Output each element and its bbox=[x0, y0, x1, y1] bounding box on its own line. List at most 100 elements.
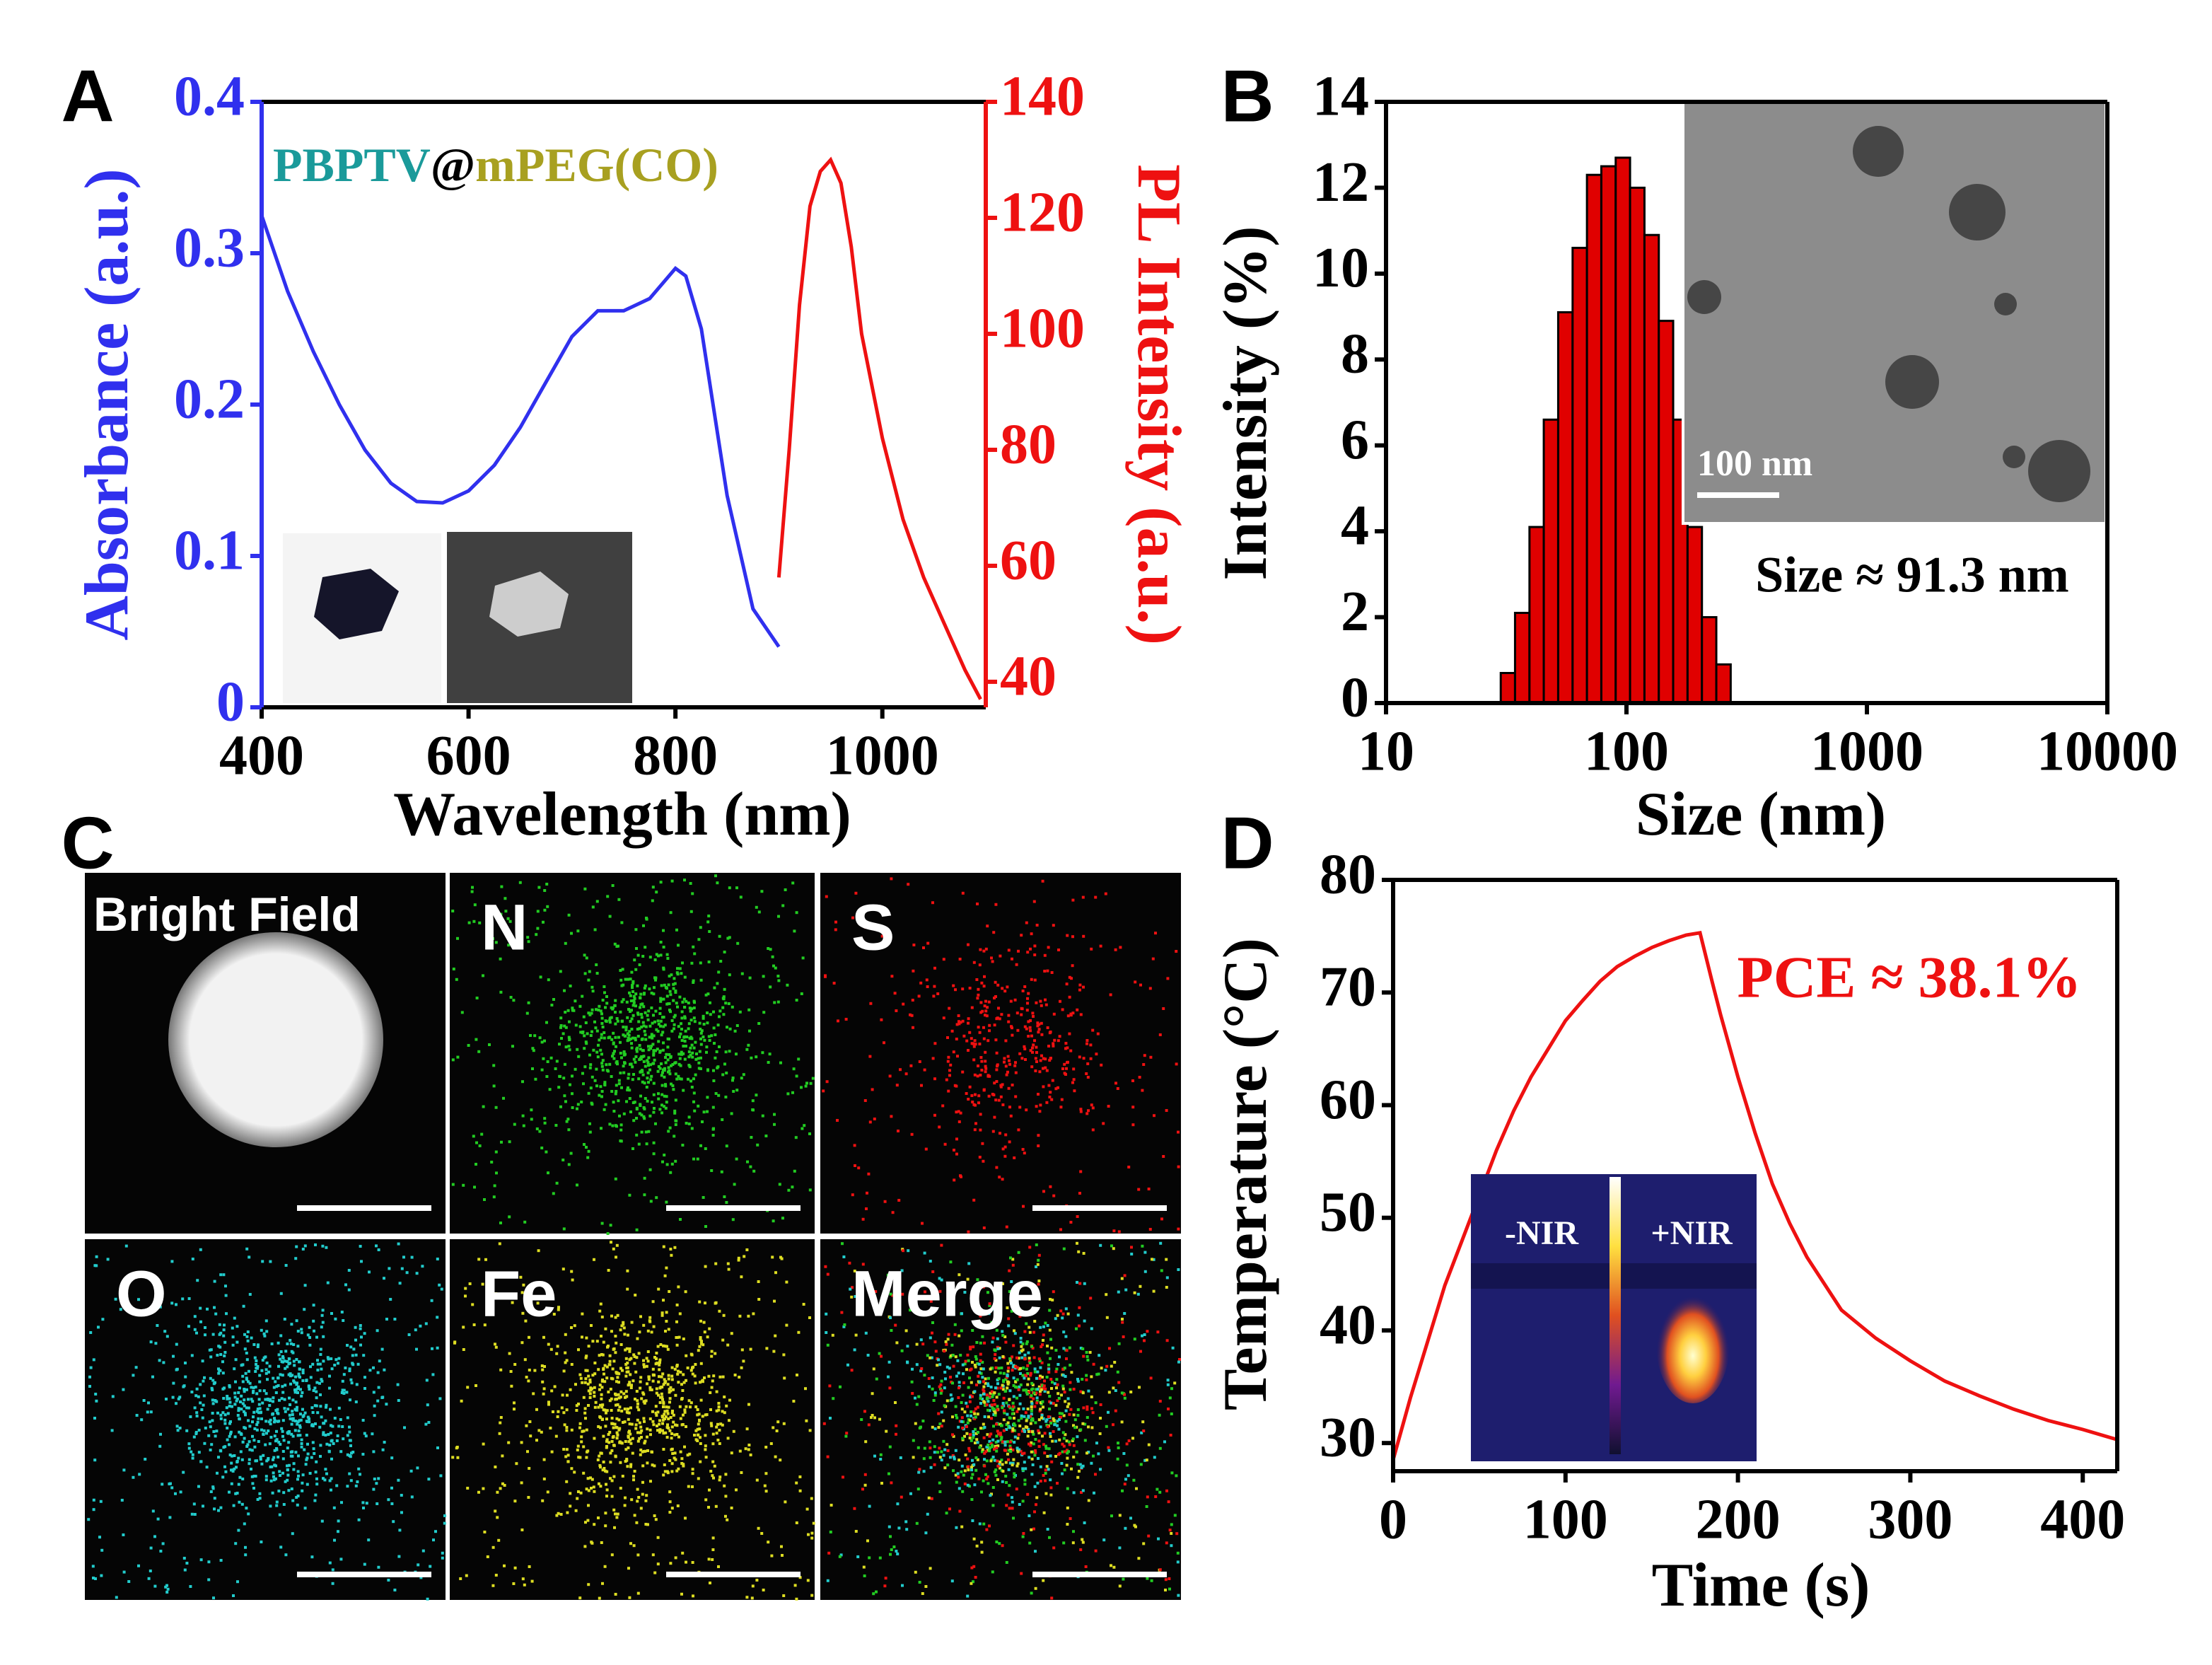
map-dot bbox=[961, 1393, 965, 1397]
panel-label: B bbox=[1221, 55, 1274, 137]
map-dot bbox=[97, 1325, 100, 1329]
map-dot bbox=[1056, 1086, 1059, 1089]
map-dot bbox=[1061, 1450, 1064, 1454]
map-dot bbox=[1032, 1330, 1035, 1334]
map-dot bbox=[938, 1125, 941, 1129]
map-dot bbox=[1127, 1474, 1130, 1478]
map-dot bbox=[698, 1021, 702, 1025]
map-dot bbox=[1015, 1464, 1019, 1468]
map-dot bbox=[255, 1363, 257, 1366]
map-dot bbox=[679, 1064, 682, 1067]
map-dot bbox=[735, 1024, 739, 1027]
map-dot bbox=[570, 1326, 573, 1329]
map-dot bbox=[611, 1367, 615, 1371]
map-dot bbox=[946, 1036, 949, 1039]
map-dot bbox=[334, 1358, 338, 1362]
map-dot bbox=[709, 1422, 713, 1425]
map-dot bbox=[698, 1427, 702, 1431]
map-dot bbox=[1087, 1499, 1090, 1502]
map-dot bbox=[203, 1441, 206, 1445]
map-dot bbox=[221, 1371, 225, 1375]
map-dot bbox=[867, 1423, 871, 1427]
map-dot bbox=[1001, 1334, 1005, 1337]
map-dot bbox=[652, 1049, 656, 1052]
map-dot bbox=[235, 1398, 239, 1400]
map-dot bbox=[1044, 1492, 1048, 1495]
map-dot bbox=[324, 1468, 327, 1471]
map-dot bbox=[718, 1045, 721, 1048]
map-dot bbox=[333, 1364, 337, 1367]
y-tick-label: 0.4 bbox=[174, 65, 245, 127]
map-dot bbox=[773, 1113, 776, 1116]
map-dot bbox=[718, 1015, 721, 1019]
map-dot bbox=[1028, 1246, 1032, 1249]
map-dot bbox=[1023, 1151, 1026, 1155]
map-dot bbox=[471, 1303, 475, 1306]
map-dot bbox=[645, 1357, 648, 1360]
map-dot bbox=[223, 1354, 226, 1357]
map-dot bbox=[436, 1316, 439, 1319]
map-dot bbox=[661, 1429, 664, 1432]
map-dot bbox=[159, 1550, 163, 1553]
map-dot bbox=[670, 1432, 673, 1435]
map-dot bbox=[1044, 998, 1047, 1002]
map-dot bbox=[779, 1061, 782, 1064]
map-dot bbox=[704, 1265, 707, 1268]
map-dot bbox=[653, 1514, 656, 1517]
map-dot bbox=[1064, 1375, 1067, 1378]
map-dot bbox=[660, 984, 663, 987]
map-dot bbox=[677, 1381, 680, 1384]
map-dot bbox=[702, 1196, 705, 1199]
map-dot bbox=[286, 1473, 290, 1477]
map-dot bbox=[177, 1397, 180, 1400]
map-dot bbox=[439, 1474, 443, 1478]
map-dot bbox=[972, 1432, 975, 1435]
map-dot bbox=[373, 1404, 376, 1408]
map-dot bbox=[496, 1516, 499, 1519]
map-dot bbox=[927, 1496, 931, 1499]
map-dot bbox=[982, 1159, 985, 1163]
map-dot bbox=[574, 1383, 577, 1386]
map-dot bbox=[528, 1335, 530, 1339]
map-dot bbox=[510, 1384, 513, 1388]
map-dot bbox=[204, 1333, 206, 1337]
map-dot bbox=[1011, 1463, 1014, 1467]
map-dot bbox=[907, 1249, 910, 1253]
map-dot bbox=[895, 1294, 899, 1298]
map-dot bbox=[648, 1024, 652, 1028]
map-dot bbox=[464, 1294, 467, 1298]
map-dot bbox=[612, 1359, 616, 1363]
map-dot bbox=[1129, 1391, 1133, 1393]
map-dot bbox=[349, 1345, 353, 1349]
map-dot bbox=[1078, 1470, 1081, 1473]
map-dot bbox=[324, 1419, 327, 1422]
map-dot bbox=[311, 1441, 315, 1444]
map-dot bbox=[996, 1405, 999, 1408]
map-dot bbox=[751, 1108, 755, 1111]
map-dot bbox=[628, 991, 631, 994]
map-dot bbox=[585, 1336, 588, 1340]
map-dot bbox=[890, 877, 893, 881]
map-dot bbox=[434, 1530, 437, 1533]
map-dot bbox=[578, 1422, 582, 1425]
map-dot bbox=[624, 1357, 628, 1360]
map-dot bbox=[967, 943, 970, 946]
map-dot bbox=[625, 1458, 629, 1461]
map-dot bbox=[625, 1000, 629, 1004]
map-dot bbox=[663, 1023, 667, 1027]
map-dot bbox=[162, 1361, 165, 1364]
map-dot bbox=[303, 1507, 307, 1510]
map-dot bbox=[861, 1263, 865, 1266]
map-dot bbox=[824, 1265, 827, 1268]
map-dot bbox=[216, 1411, 219, 1415]
map-dot bbox=[745, 1048, 749, 1051]
map-dot bbox=[1034, 1451, 1037, 1454]
map-dot bbox=[565, 1480, 569, 1483]
map-dot bbox=[795, 999, 798, 1002]
map-dot bbox=[967, 1465, 970, 1468]
map-dot bbox=[598, 1354, 601, 1357]
map-dot bbox=[1048, 1408, 1051, 1410]
map-dot bbox=[999, 1461, 1002, 1463]
map-dot bbox=[624, 1034, 627, 1038]
map-dot bbox=[340, 1501, 343, 1504]
